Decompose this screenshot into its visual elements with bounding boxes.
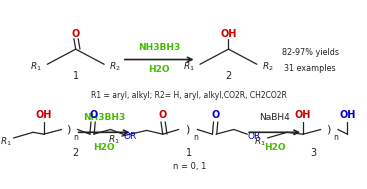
Text: NH3BH3: NH3BH3 xyxy=(138,43,180,52)
Text: O: O xyxy=(89,110,98,120)
Text: 1: 1 xyxy=(186,148,192,158)
Text: $R_1$: $R_1$ xyxy=(0,136,12,148)
Text: $R_2$: $R_2$ xyxy=(262,61,274,73)
Text: n: n xyxy=(193,132,198,142)
Text: NH3BH3: NH3BH3 xyxy=(83,113,125,122)
Text: 31 examples: 31 examples xyxy=(284,64,336,73)
Text: OH: OH xyxy=(36,110,52,120)
Text: ): ) xyxy=(66,125,70,134)
Text: 82-97% yields: 82-97% yields xyxy=(281,48,339,57)
Text: 2: 2 xyxy=(73,148,79,158)
Text: $R_1$: $R_1$ xyxy=(183,61,195,73)
Text: H2O: H2O xyxy=(264,143,286,152)
Text: 1: 1 xyxy=(73,71,79,81)
Text: $R_1$: $R_1$ xyxy=(108,134,120,146)
Text: H2O: H2O xyxy=(148,65,170,74)
Text: n: n xyxy=(73,132,78,142)
Text: $R_2$: $R_2$ xyxy=(109,61,121,73)
Text: OH: OH xyxy=(295,110,311,120)
Text: $R_1$: $R_1$ xyxy=(30,61,42,73)
Text: ): ) xyxy=(185,125,190,134)
Text: 2: 2 xyxy=(225,71,232,81)
Text: ): ) xyxy=(326,125,330,134)
Text: n: n xyxy=(333,132,338,142)
Text: OR: OR xyxy=(124,132,137,141)
Text: R1 = aryl, alkyl; R2= H, aryl, alkyl,CO2R, CH2CO2R: R1 = aryl, alkyl; R2= H, aryl, alkyl,CO2… xyxy=(91,91,287,100)
Text: O: O xyxy=(72,29,80,39)
Text: $R_1$: $R_1$ xyxy=(254,136,266,148)
Text: OH: OH xyxy=(220,29,237,39)
Text: NaBH4: NaBH4 xyxy=(259,113,290,122)
Text: O: O xyxy=(212,110,220,120)
Text: O: O xyxy=(159,110,167,120)
Text: 3: 3 xyxy=(310,148,317,158)
Text: n = 0, 1: n = 0, 1 xyxy=(173,162,206,171)
Text: OH: OH xyxy=(339,110,356,120)
Text: OR: OR xyxy=(248,132,261,141)
Text: H2O: H2O xyxy=(93,143,115,152)
